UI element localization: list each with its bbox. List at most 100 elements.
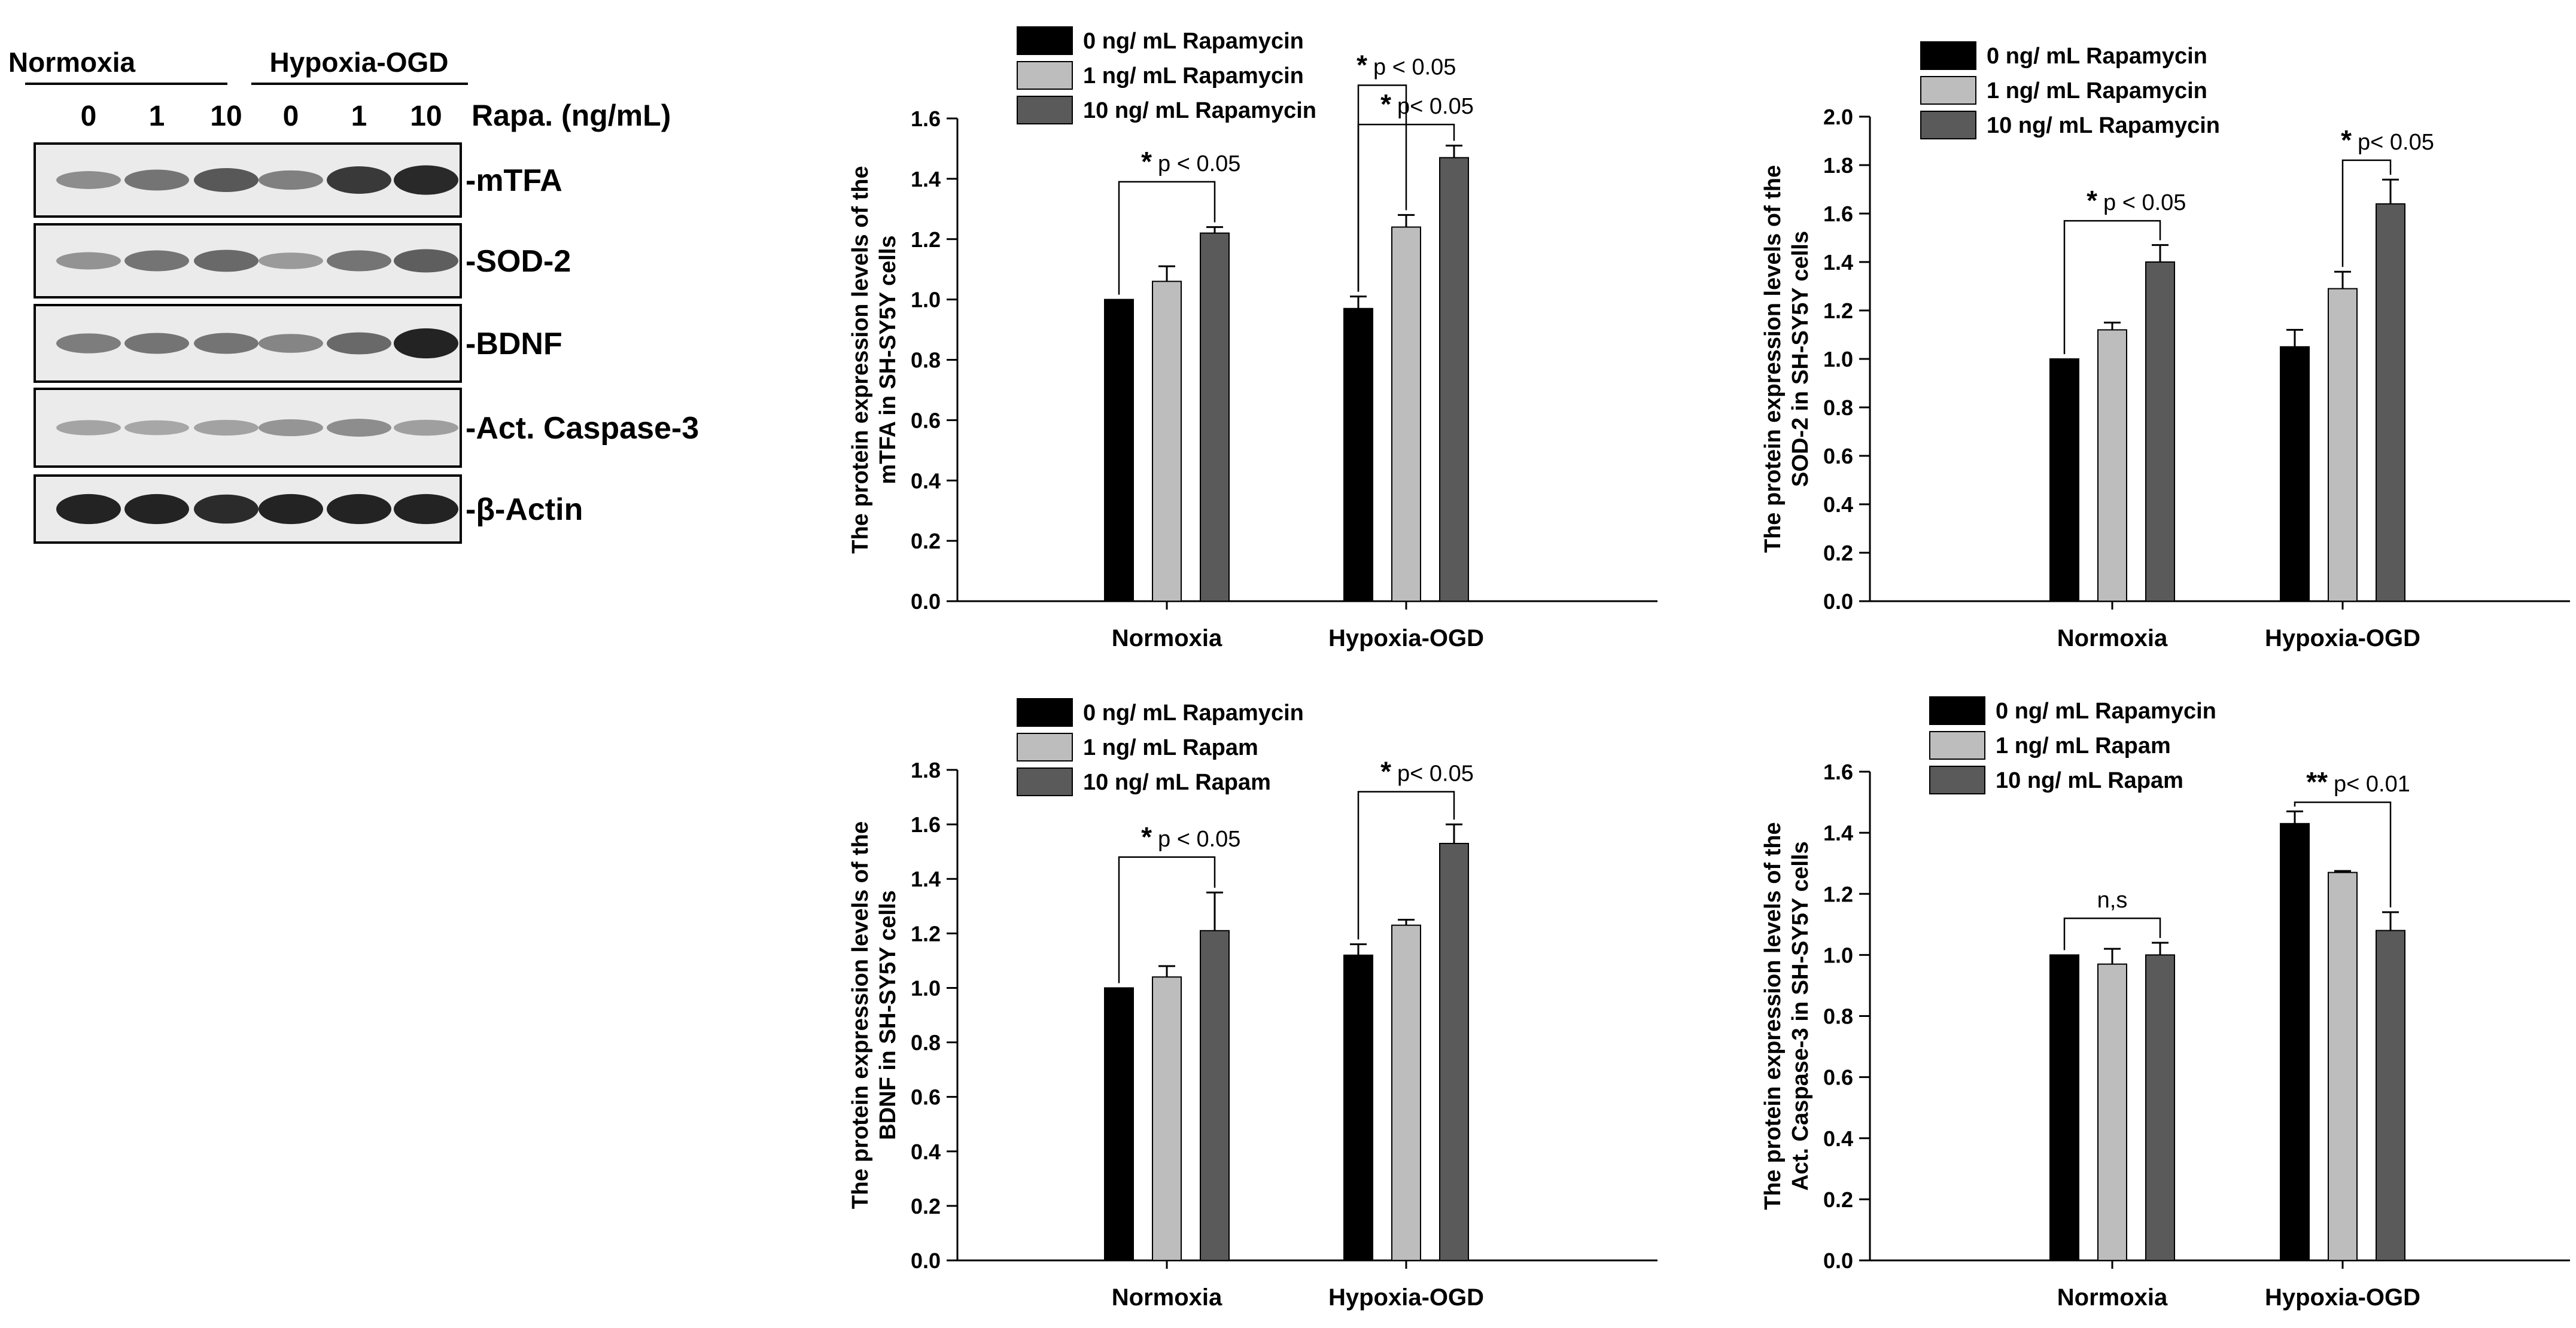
blot-dose-label: 1 bbox=[351, 100, 367, 132]
blot-band bbox=[258, 419, 323, 437]
blot-band bbox=[124, 494, 189, 525]
blot-band bbox=[258, 170, 323, 190]
significance-label: p< 0.01 bbox=[2334, 772, 2410, 797]
significance-star: * bbox=[1357, 50, 1367, 81]
y-tick-label: 0.8 bbox=[1823, 395, 1853, 420]
legend-label: 1 ng/ mL Rapam bbox=[1083, 735, 1258, 760]
x-tick-label: Hypoxia-OGD bbox=[1328, 625, 1484, 651]
y-tick-label: 0.0 bbox=[1823, 589, 1853, 614]
y-tick-label: 1.8 bbox=[911, 758, 941, 782]
blot-row-label: -Act. Caspase-3 bbox=[466, 411, 699, 446]
blot-row-label: -BDNF bbox=[466, 327, 562, 361]
blot-band bbox=[124, 420, 189, 435]
significance-bracket bbox=[2294, 801, 2392, 907]
legend-label: 10 ng/ mL Rapam bbox=[1083, 770, 1271, 795]
x-tick-label: Normoxia bbox=[1112, 1284, 1222, 1311]
blot-group-label: Normoxia bbox=[8, 47, 136, 78]
significance-bracket bbox=[1118, 181, 1216, 295]
y-tick-label: 0.8 bbox=[1823, 1004, 1853, 1029]
western-blot-panel: Normoxia Hypoxia-OGD 0 1 10 0 1 10 Rapa. (ng/mL)… bbox=[8, 47, 699, 544]
y-tick-label: 1.2 bbox=[911, 227, 941, 252]
blot-band bbox=[194, 249, 258, 272]
legend-label: 10 ng/ mL Rapamycin bbox=[1083, 98, 1316, 123]
blot-band bbox=[394, 249, 458, 273]
legend-label: 0 ng/ mL Rapamycin bbox=[1996, 699, 2216, 724]
x-tick-label: Hypoxia-OGD bbox=[2265, 625, 2420, 651]
blot-band bbox=[258, 494, 323, 525]
significance-bracket bbox=[2063, 220, 2161, 354]
bar bbox=[1152, 976, 1182, 1261]
legend-swatch bbox=[1017, 61, 1073, 90]
bar bbox=[1200, 232, 1230, 602]
significance-label: p < 0.05 bbox=[2103, 190, 2186, 215]
legend-swatch bbox=[1929, 766, 1985, 794]
y-axis-label-line: BDNF in SH-SY5Y cells bbox=[875, 890, 901, 1140]
blot-dose-label: 10 bbox=[410, 100, 442, 132]
significance-label: p< 0.05 bbox=[1397, 761, 1474, 786]
legend-label: 0 ng/ mL Rapamycin bbox=[1083, 700, 1304, 726]
significance-label: p < 0.05 bbox=[1373, 55, 1456, 80]
y-tick-label: 1.2 bbox=[911, 921, 941, 946]
bar bbox=[2049, 358, 2079, 602]
y-tick-label: 0.2 bbox=[911, 529, 941, 553]
legend-label: 1 ng/ mL Rapamycin bbox=[1987, 78, 2207, 103]
y-tick-label: 0.8 bbox=[911, 348, 941, 373]
blot-band bbox=[258, 334, 323, 353]
legend-label: 10 ng/ mL Rapamycin bbox=[1987, 113, 2220, 138]
y-tick-label: 1.0 bbox=[1823, 347, 1853, 371]
bar bbox=[1391, 924, 1421, 1261]
y-tick-label: 0.6 bbox=[1823, 444, 1853, 468]
blot-band bbox=[327, 494, 391, 525]
y-tick-label: 1.6 bbox=[1823, 202, 1853, 226]
y-tick-label: 1.0 bbox=[911, 976, 941, 1000]
x-tick-label: Normoxia bbox=[1112, 625, 1222, 651]
bar bbox=[2328, 872, 2358, 1261]
bar bbox=[2280, 346, 2310, 602]
significance-label: n,s bbox=[2097, 888, 2128, 913]
x-tick-label: Normoxia bbox=[2057, 1284, 2168, 1311]
bar bbox=[2376, 930, 2405, 1261]
blot-band bbox=[56, 494, 121, 525]
bar bbox=[1104, 299, 1134, 602]
blot-dose-label: 10 bbox=[210, 100, 242, 132]
significance-bracket bbox=[1357, 123, 1455, 292]
y-tick-label: 0.4 bbox=[911, 468, 941, 493]
y-tick-label: 0.8 bbox=[911, 1031, 941, 1055]
blot-dose-label: 0 bbox=[81, 100, 97, 132]
y-tick-label: 0.0 bbox=[911, 589, 941, 614]
bar bbox=[2097, 329, 2127, 602]
y-tick-label: 1.0 bbox=[1823, 943, 1853, 967]
bar bbox=[1439, 157, 1469, 602]
significance-bracket bbox=[1357, 84, 1407, 292]
legend-swatch bbox=[1920, 76, 1976, 105]
significance-star: * bbox=[1141, 821, 1152, 852]
y-tick-label: 1.4 bbox=[1823, 821, 1853, 845]
y-tick-label: 1.6 bbox=[1823, 760, 1853, 784]
blot-row-label: -β-Actin bbox=[466, 492, 583, 527]
blot-strip bbox=[34, 388, 462, 468]
y-tick-label: 0.4 bbox=[1823, 492, 1853, 517]
blot-band bbox=[124, 169, 189, 191]
bar bbox=[1391, 226, 1421, 602]
legend-swatch bbox=[1929, 696, 1985, 725]
bar bbox=[1343, 954, 1373, 1262]
y-axis-label-line: Act. Caspase-3 in SH-SY5Y cells bbox=[1788, 841, 1813, 1190]
blot-band bbox=[327, 250, 391, 272]
y-axis-label-line: The protein expression levels of the bbox=[848, 821, 873, 1209]
blot-band bbox=[394, 328, 458, 359]
y-axis-label-line: SOD-2 in SH-SY5Y cells bbox=[1788, 231, 1813, 487]
blot-band bbox=[258, 252, 323, 269]
legend-swatch bbox=[1017, 96, 1073, 124]
blot-band bbox=[56, 171, 121, 189]
blot-band bbox=[124, 333, 189, 354]
y-axis-label: The protein expression levels of the SOD-… bbox=[1760, 165, 1813, 553]
y-tick-label: 0.0 bbox=[1823, 1248, 1853, 1273]
legend-swatch bbox=[1017, 767, 1073, 796]
bar bbox=[1200, 930, 1230, 1262]
significance-bracket bbox=[1357, 791, 1455, 940]
bar bbox=[2280, 823, 2310, 1261]
legend-swatch bbox=[1017, 698, 1073, 727]
y-tick-label: 1.2 bbox=[1823, 299, 1853, 323]
y-tick-label: 0.2 bbox=[1823, 541, 1853, 565]
y-tick-label: 1.4 bbox=[911, 867, 941, 891]
